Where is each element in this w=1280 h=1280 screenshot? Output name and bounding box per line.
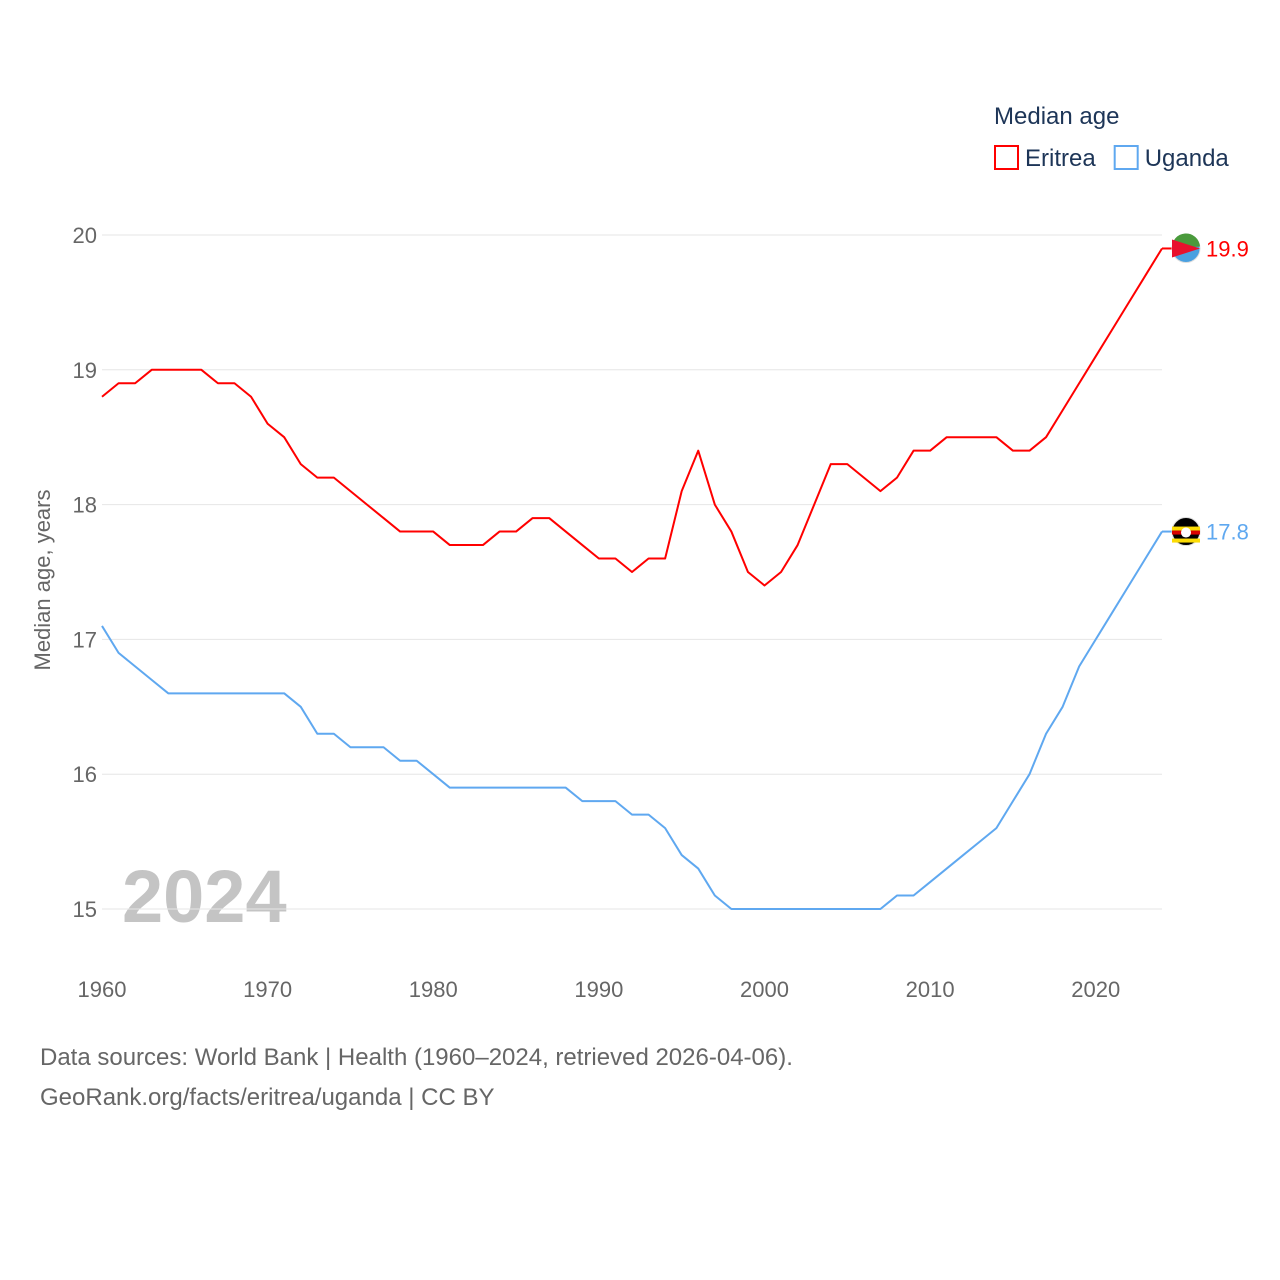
legend-label-eritrea: Eritrea (1025, 145, 1096, 172)
y-tick-label: 19 (73, 358, 97, 383)
x-tick-label: 1990 (574, 977, 623, 1002)
legend-title: Median age (994, 103, 1119, 130)
flag-stripe (1172, 538, 1200, 543)
x-tick-label: 2000 (740, 977, 789, 1002)
flag-triangle (1172, 239, 1200, 258)
y-tick-label: 17 (73, 627, 97, 652)
y-axis-label: Median age, years (30, 490, 55, 671)
y-tick-label: 18 (73, 493, 97, 518)
series-line-eritrea (101, 247, 1163, 587)
data-sources-note: Data sources: World Bank | Health (1960–… (40, 1044, 793, 1071)
attribution-link[interactable]: GeoRank.org/facts/eritrea/uganda | CC BY (40, 1084, 495, 1111)
end-value-label: 17.8 (1206, 520, 1249, 545)
year-watermark: 2024 (122, 855, 287, 938)
x-tick-label: 1980 (409, 977, 458, 1002)
x-tick-label: 1960 (78, 977, 127, 1002)
x-tick-label: 2010 (906, 977, 955, 1002)
series-line-uganda (101, 531, 1163, 910)
end-value-label: 19.9 (1206, 236, 1249, 261)
line-chart: 2024 15 16 17 18 19 20 1960 1970 1980 1990 2000 2010… (30, 103, 1249, 1002)
x-tick-label: 2020 (1071, 977, 1120, 1002)
legend-swatch-uganda (1113, 145, 1139, 170)
legend-swatch-eritrea (994, 145, 1019, 170)
y-tick-label: 16 (73, 762, 97, 787)
legend-label-uganda: Uganda (1145, 145, 1230, 172)
flag-emblem (1181, 527, 1191, 538)
y-tick-label: 15 (73, 897, 97, 922)
x-tick-label: 1970 (243, 977, 292, 1002)
y-tick-label: 20 (73, 223, 97, 248)
